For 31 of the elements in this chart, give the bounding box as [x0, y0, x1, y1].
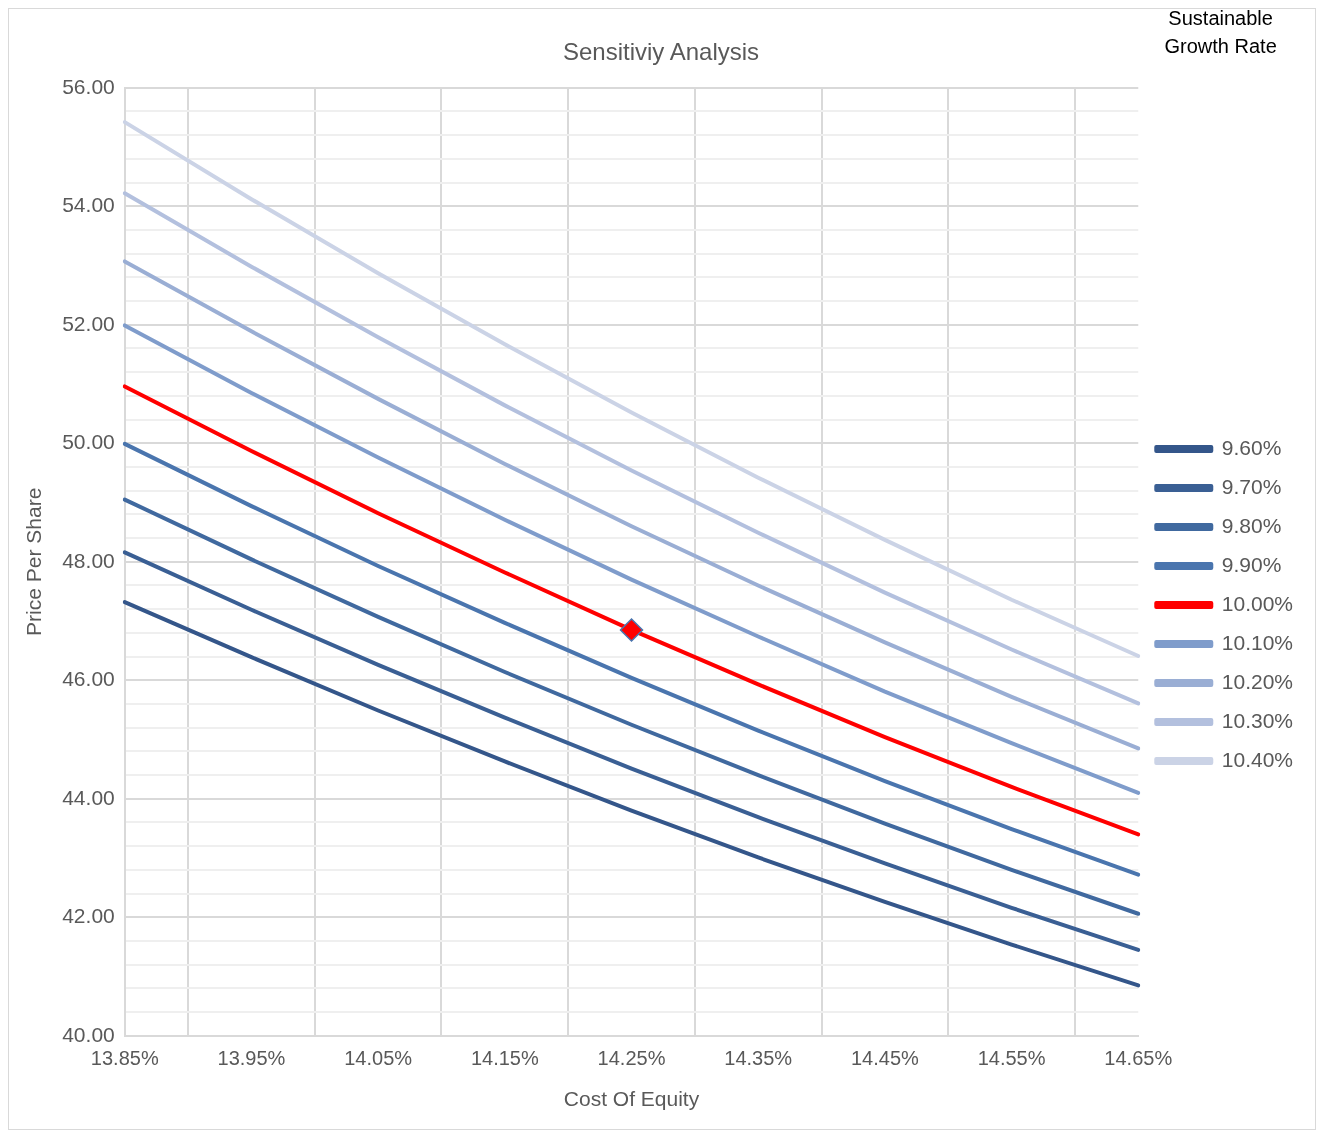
- legend-label: 10.00%: [1221, 591, 1294, 615]
- y-tick-label: 52.00: [62, 311, 115, 335]
- legend-label: 9.80%: [1221, 513, 1282, 537]
- legend-label: 10.30%: [1221, 708, 1294, 732]
- x-tick-label: 13.95%: [217, 1047, 286, 1070]
- x-tick-label: 14.65%: [1104, 1047, 1173, 1070]
- legend-label: 9.70%: [1221, 474, 1282, 498]
- y-tick-label: 56.00: [62, 74, 115, 98]
- x-axis-title: Cost Of Equity: [563, 1087, 700, 1111]
- legend-label: 9.90%: [1221, 552, 1282, 576]
- legend-label: 10.40%: [1221, 747, 1294, 771]
- legend-label: 9.60%: [1221, 435, 1282, 459]
- y-tick-label: 46.00: [62, 667, 115, 691]
- x-tick-label: 13.85%: [90, 1047, 159, 1070]
- x-tick-label: 14.15%: [470, 1047, 539, 1070]
- y-tick-label: 40.00: [62, 1022, 115, 1046]
- x-tick-label: 14.35%: [724, 1047, 793, 1070]
- legend-label: 10.20%: [1221, 669, 1294, 693]
- y-tick-label: 50.00: [62, 430, 115, 454]
- x-tick-label: 14.25%: [597, 1047, 666, 1070]
- chart-title: Sensitiviy Analysis: [562, 38, 760, 66]
- x-tick-label: 14.45%: [850, 1047, 920, 1070]
- x-tick-label: 14.05%: [344, 1047, 413, 1070]
- y-axis-title: Price Per Share: [22, 487, 46, 636]
- y-tick-label: 54.00: [62, 193, 115, 217]
- y-tick-label: 48.00: [62, 548, 115, 572]
- y-tick-label: 42.00: [62, 904, 115, 928]
- x-tick-label: 14.55%: [977, 1047, 1046, 1070]
- y-tick-label: 44.00: [62, 785, 115, 809]
- legend-title: Sustainable Growth Rate: [1164, 6, 1277, 57]
- legend-label: 10.10%: [1221, 630, 1294, 654]
